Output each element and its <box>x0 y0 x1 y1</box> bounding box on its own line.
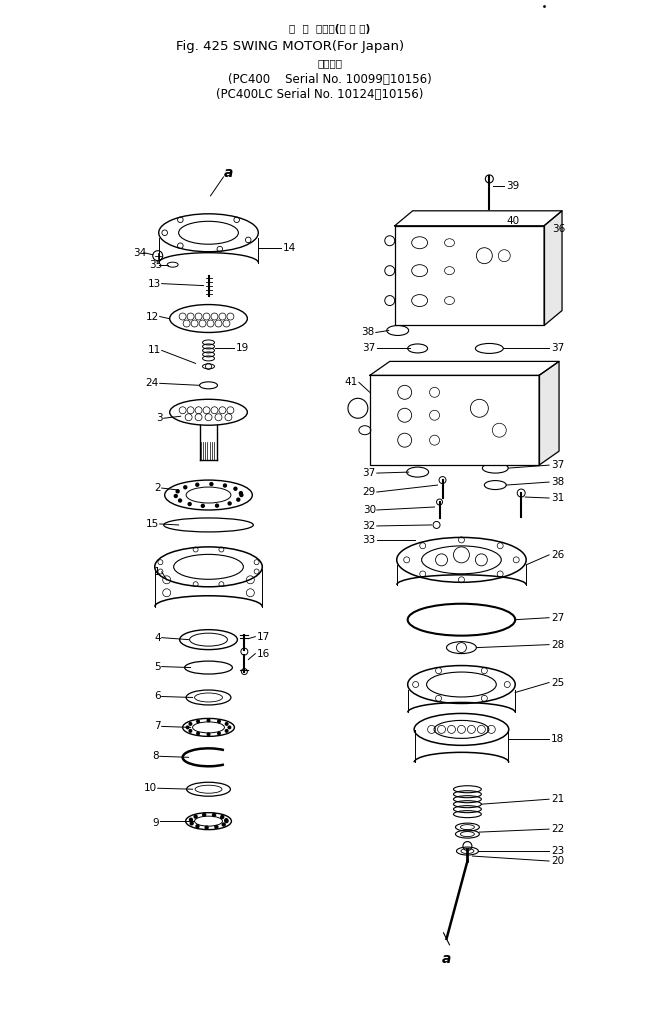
Text: 旋  回  モータ(国 内 向): 旋 回 モータ(国 内 向) <box>290 24 371 35</box>
Text: 1: 1 <box>154 566 161 577</box>
Circle shape <box>188 501 192 506</box>
Text: 25: 25 <box>551 678 564 687</box>
Text: 5: 5 <box>154 662 161 672</box>
Circle shape <box>217 732 221 736</box>
Polygon shape <box>544 211 562 326</box>
Circle shape <box>204 825 209 830</box>
Text: 2: 2 <box>154 483 161 493</box>
Circle shape <box>196 720 200 724</box>
Text: 23: 23 <box>551 847 564 856</box>
Circle shape <box>221 822 226 827</box>
Circle shape <box>206 719 210 723</box>
Text: 17: 17 <box>257 631 270 641</box>
Circle shape <box>239 491 243 495</box>
Text: 13: 13 <box>147 278 161 288</box>
Circle shape <box>236 497 241 501</box>
Circle shape <box>225 722 229 726</box>
Circle shape <box>217 720 221 724</box>
Text: 16: 16 <box>257 649 270 659</box>
Polygon shape <box>539 361 559 465</box>
Text: 18: 18 <box>551 735 564 744</box>
Text: 8: 8 <box>152 751 159 761</box>
Text: 14: 14 <box>283 243 296 253</box>
Text: a: a <box>442 952 451 965</box>
Text: 10: 10 <box>143 784 157 794</box>
Circle shape <box>175 489 180 493</box>
Circle shape <box>214 825 219 829</box>
Circle shape <box>227 726 231 730</box>
Text: 37: 37 <box>551 460 564 470</box>
Circle shape <box>195 482 200 487</box>
Circle shape <box>195 824 200 828</box>
Circle shape <box>194 814 198 819</box>
Text: 41: 41 <box>344 378 358 388</box>
Text: 6: 6 <box>154 691 161 701</box>
Text: 33: 33 <box>363 535 376 545</box>
Circle shape <box>188 722 192 726</box>
Text: 21: 21 <box>551 794 564 804</box>
Polygon shape <box>370 361 559 376</box>
Circle shape <box>189 818 193 822</box>
Text: 32: 32 <box>363 521 376 531</box>
Text: 4: 4 <box>154 632 161 642</box>
Text: 30: 30 <box>363 505 376 515</box>
Text: (PC400    Serial No. 10099～10156): (PC400 Serial No. 10099～10156) <box>228 73 432 85</box>
Text: 27: 27 <box>551 613 564 622</box>
Bar <box>370 376 539 465</box>
Text: 22: 22 <box>551 824 564 834</box>
Text: 29: 29 <box>363 487 376 497</box>
Text: 38: 38 <box>362 328 375 337</box>
Circle shape <box>186 726 190 730</box>
Text: 9: 9 <box>152 818 159 828</box>
Circle shape <box>183 485 188 489</box>
Circle shape <box>196 732 200 736</box>
Circle shape <box>233 486 237 491</box>
Circle shape <box>188 729 192 733</box>
Circle shape <box>223 483 227 488</box>
Text: (PC400LC Serial No. 10124～10156): (PC400LC Serial No. 10124～10156) <box>216 87 424 100</box>
Text: 31: 31 <box>551 493 564 503</box>
Text: 19: 19 <box>235 343 249 353</box>
Text: 28: 28 <box>551 639 564 650</box>
Polygon shape <box>395 211 562 225</box>
Text: a: a <box>223 165 233 180</box>
Text: Fig. 425 SWING MOTOR(For Japan): Fig. 425 SWING MOTOR(For Japan) <box>176 40 405 53</box>
Circle shape <box>178 498 182 502</box>
Text: 37: 37 <box>551 343 564 353</box>
Text: 36: 36 <box>552 223 565 233</box>
Circle shape <box>206 733 210 736</box>
Circle shape <box>201 503 205 509</box>
Text: 20: 20 <box>551 856 564 866</box>
Text: 39: 39 <box>506 181 520 191</box>
Circle shape <box>209 482 214 486</box>
Circle shape <box>225 729 229 733</box>
Text: 38: 38 <box>551 477 564 487</box>
Text: 3: 3 <box>156 413 163 423</box>
Text: 35: 35 <box>149 260 162 270</box>
Circle shape <box>227 501 232 505</box>
Text: 24: 24 <box>145 379 159 389</box>
Text: 37: 37 <box>363 468 376 478</box>
Circle shape <box>190 821 194 825</box>
Circle shape <box>215 503 219 508</box>
Circle shape <box>220 815 225 819</box>
Text: 適用号機: 適用号機 <box>317 58 342 68</box>
Text: 37: 37 <box>363 343 376 353</box>
Text: 15: 15 <box>145 519 159 529</box>
Circle shape <box>202 813 206 817</box>
Text: 12: 12 <box>145 312 159 322</box>
Circle shape <box>224 818 229 822</box>
Bar <box>395 225 544 326</box>
Circle shape <box>224 819 229 823</box>
Text: 11: 11 <box>147 345 161 355</box>
Text: 40: 40 <box>506 216 520 225</box>
Text: 34: 34 <box>133 248 146 258</box>
Circle shape <box>212 813 216 817</box>
Circle shape <box>239 493 243 497</box>
Text: 26: 26 <box>551 550 564 560</box>
Circle shape <box>174 493 178 498</box>
Text: 7: 7 <box>154 722 161 732</box>
